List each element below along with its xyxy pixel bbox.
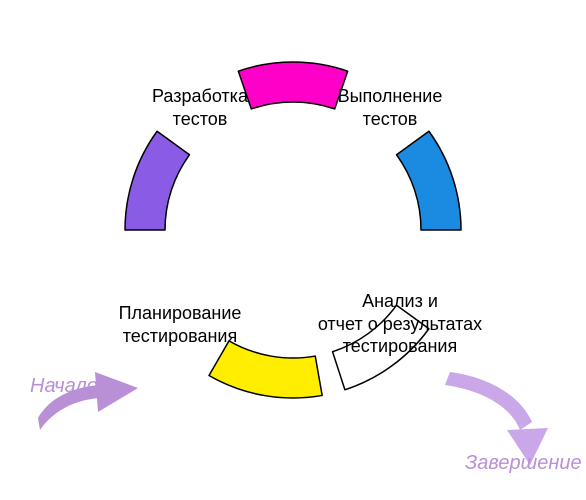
cycle-svg bbox=[0, 0, 586, 500]
label-start: Начало bbox=[30, 375, 98, 398]
label-dev: Разработка тестов bbox=[120, 85, 280, 130]
ring-segment bbox=[125, 131, 189, 230]
cycle-diagram: Разработка тестов Выполнение тестов Анал… bbox=[0, 0, 586, 500]
ring-segment bbox=[397, 131, 461, 230]
label-exec: Выполнение тестов bbox=[310, 85, 470, 130]
label-end: Завершение bbox=[465, 452, 582, 475]
label-plan: Планирование тестирования bbox=[95, 302, 265, 347]
label-analysis: Анализ и отчет о результатах тестировани… bbox=[300, 290, 500, 358]
